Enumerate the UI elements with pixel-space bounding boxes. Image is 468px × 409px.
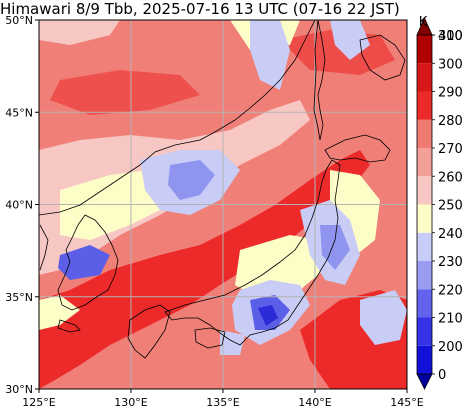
colorbar-segment — [417, 91, 432, 120]
light-blue-shikoku — [220, 330, 245, 355]
pale-pink-top — [39, 20, 120, 45]
coast-korean-peninsula — [57, 214, 119, 311]
tick-label-lat: 30°N — [5, 383, 33, 396]
colorbar-extend-min — [416, 373, 433, 390]
tick-label-lon: 125°E — [22, 396, 55, 409]
coastlines — [39, 20, 406, 359]
colorbar-segment — [417, 176, 432, 205]
coast-sakhalin — [313, 20, 326, 141]
tick-label-lat: 50°N — [5, 14, 33, 27]
colorbar-level-label: 220 — [438, 283, 463, 298]
tick-label-lon: 135°E — [206, 396, 239, 409]
colorbar-segment — [417, 63, 432, 92]
colorbar-level-label: 260 — [438, 170, 463, 185]
colorbar-segment — [417, 35, 432, 64]
deep-red-southwest — [39, 300, 150, 389]
colorbar-segment — [417, 261, 432, 290]
blue-yellow-sea — [58, 245, 110, 280]
colorbar-segment — [417, 119, 432, 148]
coast-hokkaido — [324, 134, 391, 163]
colorbar-segment — [417, 345, 432, 374]
coast-shikoku — [194, 327, 226, 349]
colorbar-segment — [417, 232, 432, 261]
tick-label-lon: 140°E — [298, 396, 331, 409]
coast-honshu — [164, 159, 341, 346]
colorbar-segment — [417, 148, 432, 177]
tick-label-lon: 130°E — [114, 396, 147, 409]
mid-blue-korea-north — [168, 160, 215, 200]
colorbar-level-label: 200 — [438, 340, 463, 355]
light-blue-northeast — [330, 20, 370, 60]
deep-red-north — [50, 70, 200, 115]
colorbar-level-label: 240 — [438, 227, 463, 242]
coast-jeju — [57, 319, 81, 333]
colorbar-level-label: 250 — [438, 199, 463, 214]
colorbar-level-label: 300 — [438, 57, 463, 72]
colorbar-level-label: 310 — [438, 29, 463, 44]
light-blue-sakhalin-band — [250, 20, 290, 90]
colorbar-level-label: 210 — [438, 312, 463, 327]
coast-kyushu — [127, 304, 171, 359]
deep-blue-core — [258, 305, 278, 326]
tick-label-lat: 35°N — [5, 291, 33, 304]
light-blue-pacific — [360, 290, 407, 345]
tick-label-lon: 145°E — [390, 396, 423, 409]
colorbar-level-label: 270 — [438, 142, 463, 157]
colorbar-level-label: 400 — [438, 29, 463, 44]
colorbar-unit: K — [419, 15, 428, 30]
coast-china-east — [39, 224, 49, 271]
colorbar-level-label: 280 — [438, 114, 463, 129]
tick-label-lat: 45°N — [5, 106, 33, 119]
coast-northeast-area — [359, 34, 406, 81]
latitude-axis: 30°N 35°N 40°N 45°N 50°N — [5, 14, 39, 396]
tick-label-lat: 40°N — [5, 199, 33, 212]
colorbar-segment — [417, 289, 432, 318]
colorbar-level-label: 0 — [438, 368, 446, 383]
longitude-axis: 125°E 130°E 135°E 140°E 145°E — [22, 389, 424, 409]
colorbar-segment — [417, 317, 432, 346]
map-title: Himawari 8/9 Tbb, 2025-07-16 13 UTC (07-… — [0, 0, 400, 18]
colorbar-segment — [417, 204, 432, 233]
colorbar-level-label: 230 — [438, 255, 463, 270]
coast-mainland-north — [39, 20, 316, 216]
colorbar-level-label: 290 — [438, 86, 463, 101]
cream-zone-southwest — [39, 295, 80, 330]
